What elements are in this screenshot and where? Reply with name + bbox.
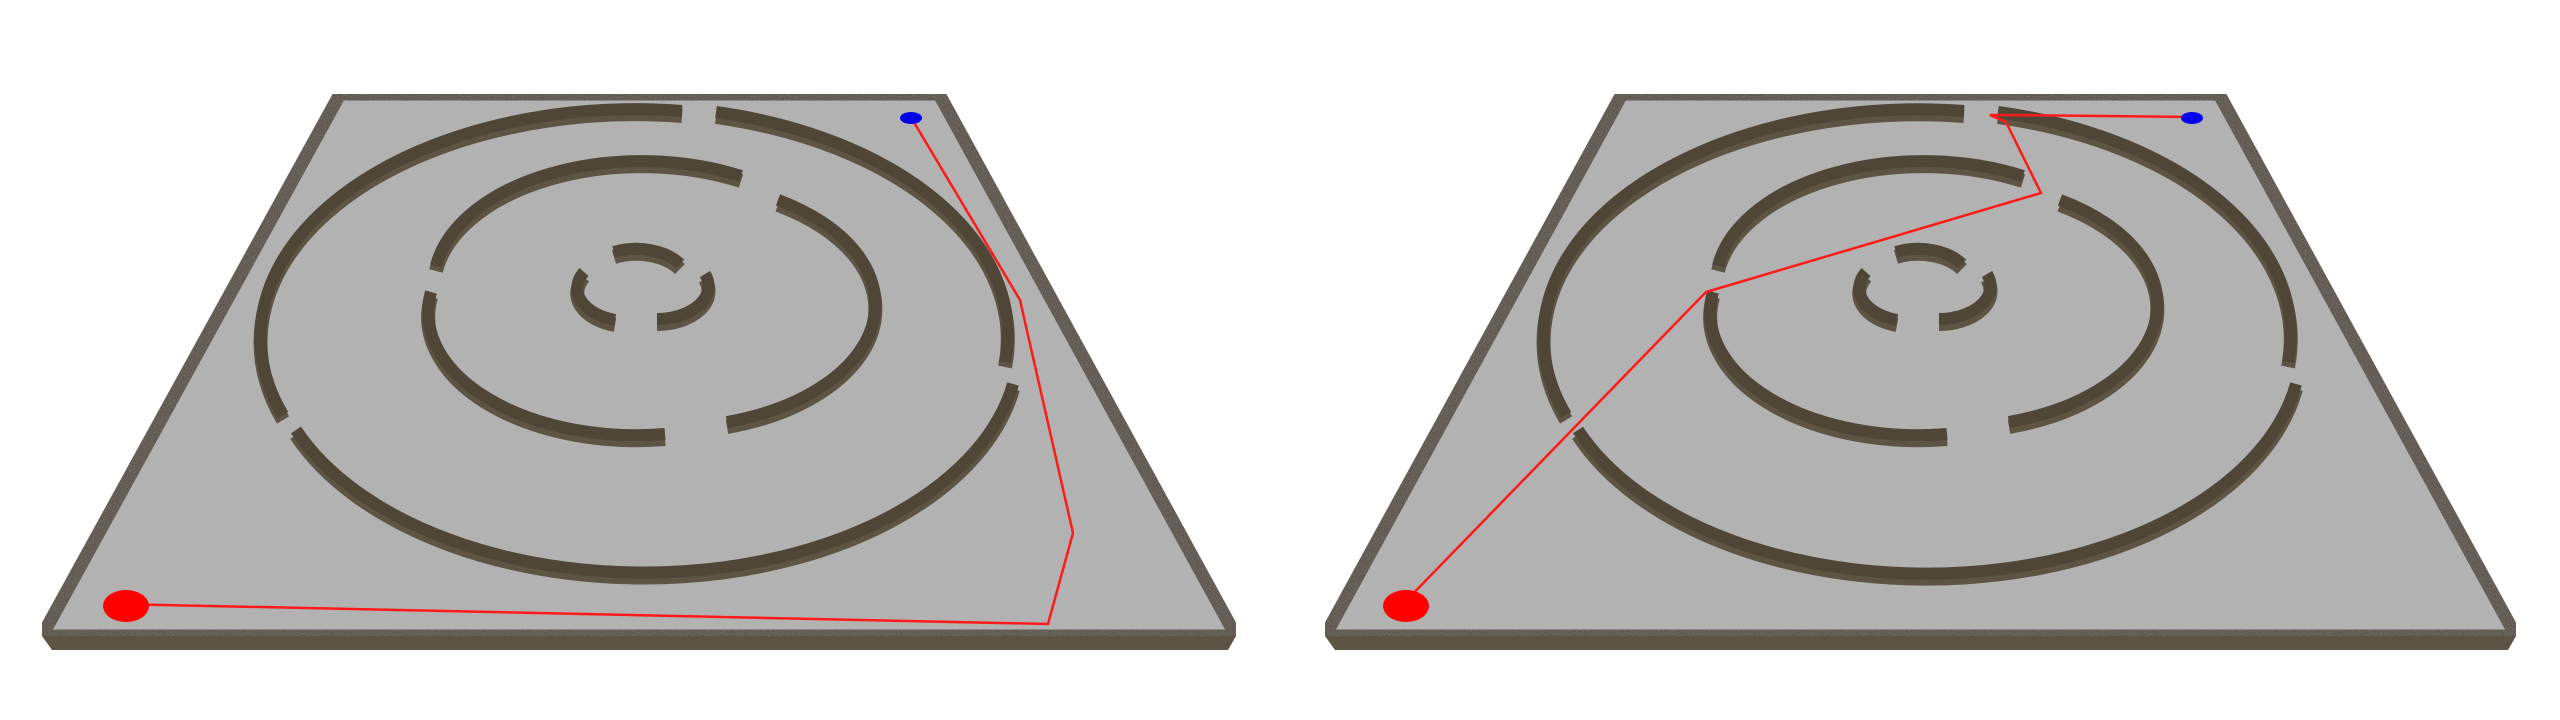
solution-path [1402, 113, 2191, 605]
start-marker [1383, 590, 1429, 622]
maze-border-bottom-edge [1325, 636, 2516, 650]
maze-floor [42, 94, 1236, 636]
maze-floor [1325, 94, 2516, 636]
solution-path [117, 118, 1075, 626]
inner-ring-wall [1852, 242, 1998, 332]
middle-ring-wall [1703, 155, 2165, 448]
outer-ring-wall [253, 103, 1020, 585]
maze-panel-left [31, 87, 1247, 650]
start-marker [103, 590, 149, 622]
inner-ring-wall [570, 242, 716, 332]
goal-marker [2181, 112, 2203, 124]
maze-border-bottom-edge [42, 636, 1236, 650]
outer-ring-wall [1536, 103, 2303, 586]
middle-ring-wall [421, 155, 883, 448]
maze-panel-right [1314, 87, 2527, 650]
goal-marker [900, 112, 922, 124]
